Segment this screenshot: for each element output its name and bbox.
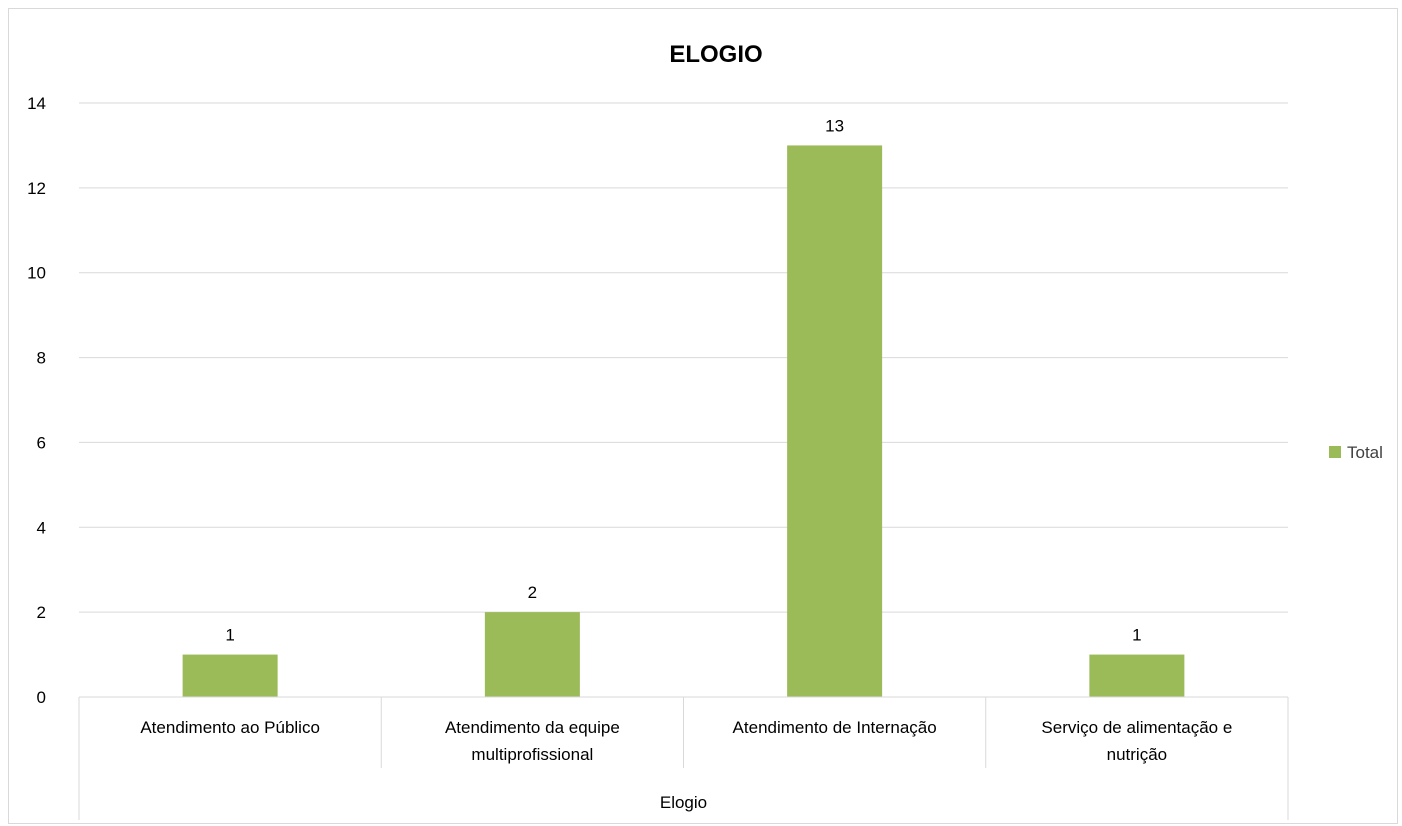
y-tick-label: 6	[37, 433, 46, 452]
bar	[182, 654, 278, 697]
y-axis: 0 2 4 6 8 10 12 14	[27, 94, 46, 707]
legend-swatch-total	[1329, 446, 1341, 458]
data-label: 1	[225, 626, 234, 645]
chart-title: ELOGIO	[669, 41, 762, 68]
x-category-label: multiprofissional	[471, 745, 593, 764]
y-tick-label: 8	[37, 349, 46, 368]
x-category-label: Atendimento de Internação	[733, 718, 937, 737]
y-tick-label: 10	[27, 264, 46, 283]
data-label: 13	[825, 116, 844, 135]
x-group-label: Elogio	[660, 793, 707, 812]
x-category-label: Serviço de alimentação e	[1041, 718, 1232, 737]
data-labels: 1 2 13 1	[225, 116, 1141, 644]
x-category-label: Atendimento ao Público	[140, 718, 320, 737]
x-axis: Atendimento ao Público Atendimento da equ…	[78, 696, 1289, 820]
y-tick-label: 12	[27, 179, 46, 198]
y-tick-label: 14	[27, 94, 46, 113]
gridlines	[79, 102, 1288, 613]
legend-label-total: Total	[1347, 443, 1383, 462]
y-tick-label: 4	[37, 518, 46, 537]
y-tick-label: 0	[37, 688, 46, 707]
data-label: 2	[528, 583, 537, 602]
bar	[484, 612, 580, 697]
bar	[787, 145, 883, 697]
x-category-label: nutrição	[1107, 745, 1167, 764]
x-category-label: Atendimento da equipe	[445, 718, 620, 737]
y-tick-label: 2	[37, 603, 46, 622]
legend: Total	[1329, 443, 1383, 462]
data-label: 1	[1132, 626, 1141, 645]
bar	[1089, 654, 1185, 697]
bars	[182, 145, 1185, 697]
